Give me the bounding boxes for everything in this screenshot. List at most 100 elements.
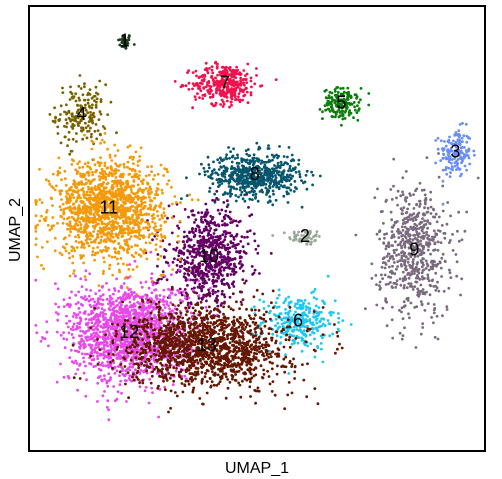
point bbox=[180, 293, 184, 297]
point bbox=[226, 252, 230, 256]
point bbox=[178, 219, 182, 223]
point bbox=[421, 322, 425, 326]
point bbox=[340, 123, 343, 127]
point bbox=[127, 193, 131, 197]
point bbox=[429, 190, 433, 194]
point bbox=[137, 231, 141, 235]
point bbox=[83, 133, 86, 137]
point bbox=[142, 235, 146, 239]
point bbox=[419, 259, 423, 262]
point bbox=[435, 286, 439, 290]
point bbox=[245, 176, 249, 180]
point bbox=[342, 97, 346, 101]
point bbox=[83, 211, 87, 215]
point bbox=[216, 223, 220, 227]
point bbox=[81, 175, 84, 179]
point bbox=[135, 208, 139, 212]
point bbox=[345, 107, 349, 110]
point bbox=[462, 134, 466, 138]
point bbox=[150, 165, 154, 168]
point bbox=[40, 201, 44, 205]
point bbox=[104, 227, 107, 230]
point bbox=[267, 304, 271, 308]
point bbox=[90, 190, 94, 194]
point bbox=[354, 233, 358, 237]
point bbox=[103, 390, 106, 393]
point bbox=[384, 297, 388, 300]
point bbox=[139, 248, 143, 251]
point bbox=[217, 177, 221, 181]
point bbox=[167, 179, 171, 183]
point bbox=[408, 316, 411, 320]
point bbox=[234, 270, 238, 274]
point bbox=[122, 262, 125, 266]
point bbox=[52, 224, 55, 228]
point bbox=[211, 216, 215, 219]
point bbox=[73, 224, 76, 228]
point bbox=[235, 161, 239, 165]
point bbox=[408, 263, 411, 267]
point bbox=[403, 198, 407, 202]
point bbox=[308, 229, 312, 233]
point bbox=[239, 79, 242, 83]
point bbox=[241, 98, 245, 102]
point bbox=[396, 203, 399, 207]
point bbox=[271, 189, 275, 193]
point bbox=[61, 221, 65, 225]
point bbox=[89, 193, 92, 197]
point bbox=[88, 237, 92, 241]
point bbox=[419, 300, 423, 303]
point bbox=[75, 132, 78, 135]
point bbox=[404, 170, 408, 173]
point bbox=[417, 211, 421, 215]
point bbox=[82, 360, 86, 364]
point bbox=[151, 391, 154, 394]
point bbox=[108, 171, 112, 174]
point bbox=[133, 211, 137, 215]
point bbox=[111, 220, 115, 224]
point bbox=[128, 200, 132, 204]
cluster-2-points bbox=[271, 229, 321, 246]
point bbox=[166, 170, 169, 174]
point bbox=[276, 321, 280, 325]
point bbox=[133, 229, 137, 233]
point bbox=[332, 110, 336, 114]
point bbox=[139, 146, 143, 150]
point bbox=[274, 317, 278, 321]
point bbox=[127, 173, 131, 176]
point bbox=[109, 100, 113, 104]
point bbox=[274, 301, 278, 305]
point bbox=[86, 111, 90, 115]
point bbox=[203, 228, 207, 232]
point bbox=[215, 196, 219, 200]
point bbox=[250, 198, 254, 202]
point bbox=[323, 104, 327, 107]
point bbox=[229, 96, 233, 99]
point bbox=[79, 119, 83, 123]
point bbox=[136, 160, 140, 163]
point bbox=[218, 161, 222, 165]
point bbox=[95, 91, 98, 95]
point bbox=[269, 252, 273, 255]
point bbox=[378, 284, 381, 287]
point bbox=[181, 240, 185, 244]
point bbox=[411, 288, 415, 291]
point bbox=[283, 299, 287, 303]
point bbox=[171, 202, 174, 206]
point bbox=[78, 322, 81, 326]
point bbox=[237, 195, 240, 199]
point bbox=[267, 160, 270, 164]
point bbox=[60, 189, 64, 193]
point bbox=[396, 228, 400, 231]
point bbox=[280, 322, 284, 326]
point bbox=[438, 261, 442, 265]
point bbox=[457, 139, 461, 143]
point bbox=[444, 157, 448, 161]
point bbox=[127, 34, 131, 37]
point bbox=[406, 218, 410, 222]
point bbox=[187, 244, 191, 248]
point bbox=[260, 159, 264, 163]
point bbox=[158, 205, 162, 209]
point bbox=[426, 273, 430, 277]
point bbox=[182, 258, 186, 262]
